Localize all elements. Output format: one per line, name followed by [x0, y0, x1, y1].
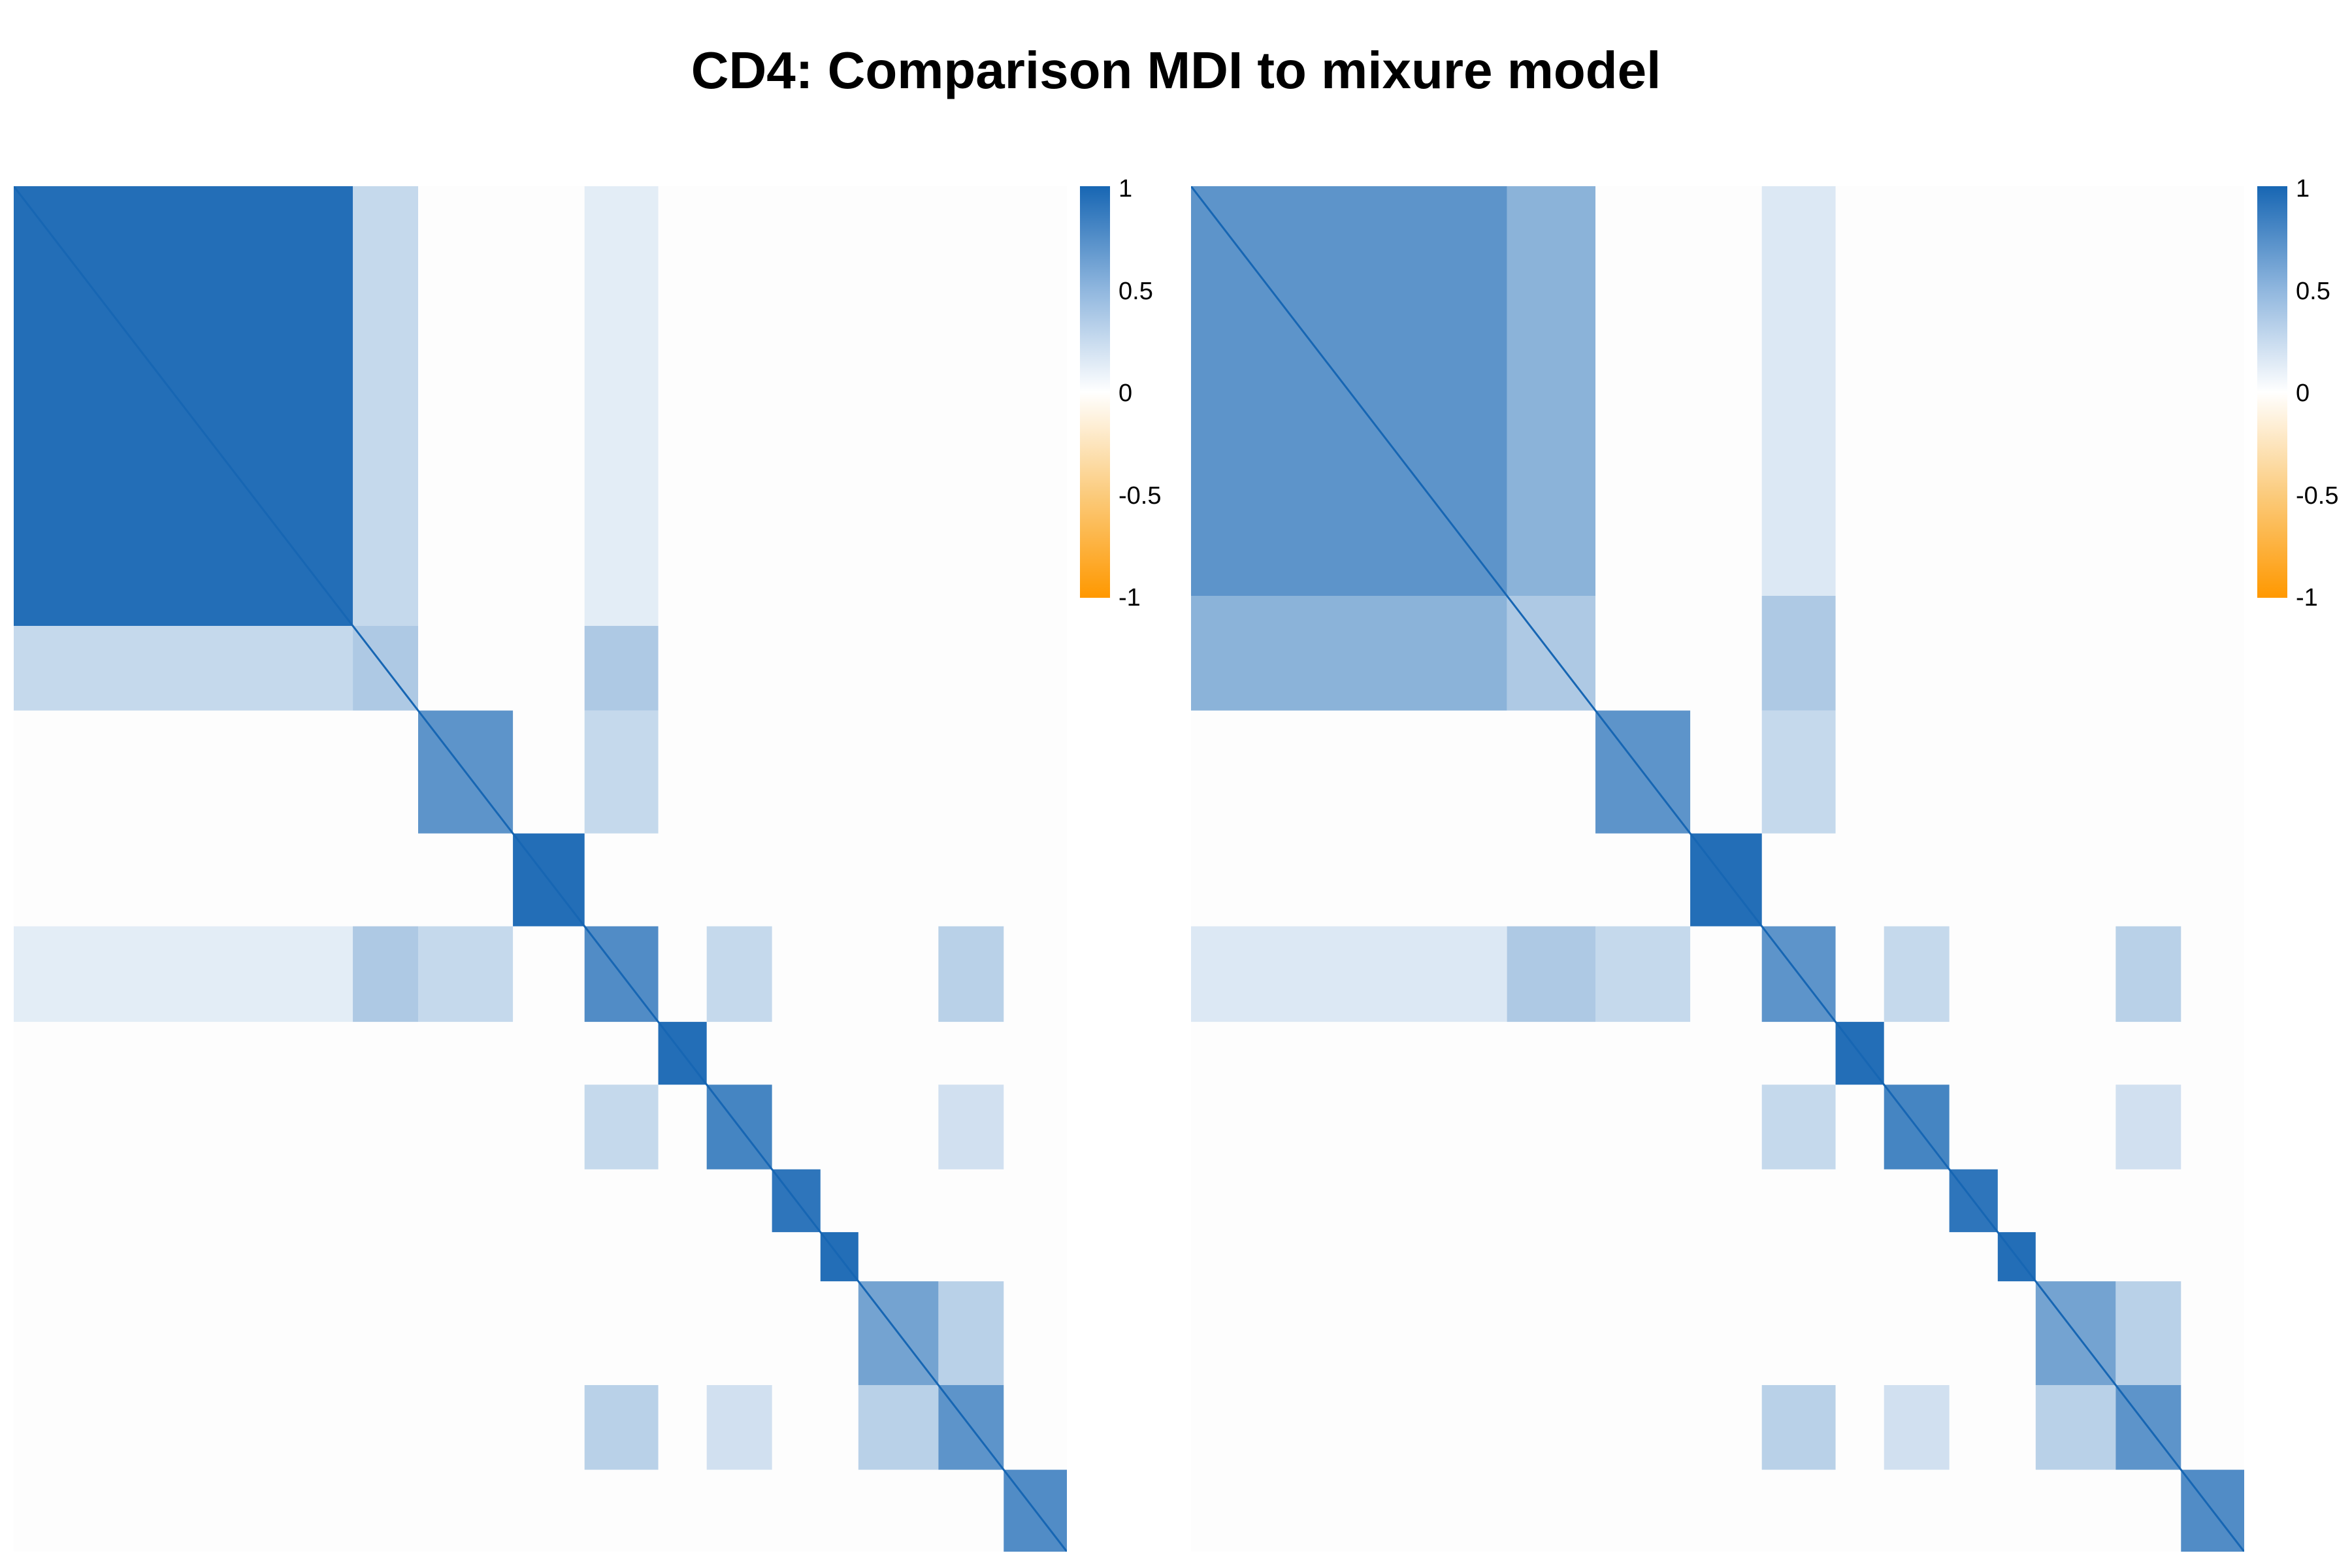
- legend-tick-right-0: 0: [2296, 380, 2310, 407]
- heatmap-cell-offdiag-5a: [938, 926, 1004, 1022]
- heatmap-cell-offdiag-6b: [706, 1385, 772, 1470]
- heatmap-cell-offdiag-2b: [1507, 926, 1596, 1022]
- legend-tick-left-0: 0: [1119, 380, 1133, 407]
- heatmap-cell-offdiag-5b: [584, 1385, 659, 1470]
- figure-title: CD4: Comparison MDI to mixure model: [691, 41, 1661, 99]
- heatmap-cell-offdiag-2b: [353, 926, 418, 1022]
- legend-tick-right-neg-0-5: -0.5: [2296, 482, 2339, 510]
- heatmap-cell-offdiag-7b: [858, 1385, 939, 1470]
- heatmap-cell-offdiag-5b: [1761, 1385, 1836, 1470]
- legend-tick-left-neg-1: -1: [1119, 584, 1141, 612]
- heatmap-cell-offdiag-0b: [1191, 596, 1507, 711]
- heatmap-cell-offdiag-4b: [584, 1085, 659, 1169]
- legend-tick-right-0-5: 0.5: [2296, 278, 2330, 305]
- heatmap-cell-offdiag-3b: [1595, 926, 1691, 1022]
- heatmap-cell-offdiag-0b: [14, 625, 353, 711]
- heatmap-cell-offdiag-4a: [1884, 926, 1950, 1022]
- heatmap-cell-offdiag-2a: [584, 625, 659, 711]
- heatmap-cell-offdiag-7a: [938, 1281, 1004, 1386]
- legend-tick-left-1: 1: [1119, 175, 1133, 203]
- legend-colorbar-right: [2257, 186, 2287, 598]
- legend-tick-left-neg-0-5: -0.5: [1119, 482, 1162, 510]
- heatmap-diagonal: [1191, 186, 2244, 1552]
- heatmap-cell-offdiag-6b: [1884, 1385, 1950, 1470]
- heatmap-left: [14, 186, 1067, 1552]
- heatmap-diagonal: [14, 186, 1067, 1552]
- legend-tick-right-1: 1: [2296, 175, 2310, 203]
- heatmap-cell-offdiag-5a: [2115, 926, 2181, 1022]
- heatmap-cell-offdiag-6a: [938, 1085, 1004, 1169]
- heatmap-cell-offdiag-1a: [1761, 186, 1836, 596]
- heatmap-cell-offdiag-3b: [418, 926, 514, 1022]
- heatmap-right: [1191, 186, 2244, 1552]
- heatmap-cell-offdiag-7b: [2035, 1385, 2116, 1470]
- heatmap-cell-offdiag-2a: [1761, 596, 1836, 711]
- heatmap-cell-offdiag-0a: [353, 186, 418, 626]
- legend-colorbar-left: [1080, 186, 1110, 598]
- heatmap-cell-offdiag-1a: [584, 186, 659, 626]
- legend-tick-right-neg-1: -1: [2296, 584, 2318, 612]
- heatmap-cell-offdiag-0a: [1507, 186, 1596, 596]
- heatmap-cell-offdiag-3a: [584, 710, 659, 834]
- heatmap-cell-offdiag-1b: [14, 926, 353, 1022]
- heatmap-cell-offdiag-3a: [1761, 710, 1836, 834]
- heatmap-cell-offdiag-1b: [1191, 926, 1507, 1022]
- legend-tick-left-0-5: 0.5: [1119, 278, 1153, 305]
- heatmap-cell-offdiag-7a: [2115, 1281, 2181, 1386]
- heatmap-cell-offdiag-6a: [2115, 1085, 2181, 1169]
- heatmap-cell-offdiag-4b: [1761, 1085, 1836, 1169]
- heatmap-cell-offdiag-4a: [706, 926, 772, 1022]
